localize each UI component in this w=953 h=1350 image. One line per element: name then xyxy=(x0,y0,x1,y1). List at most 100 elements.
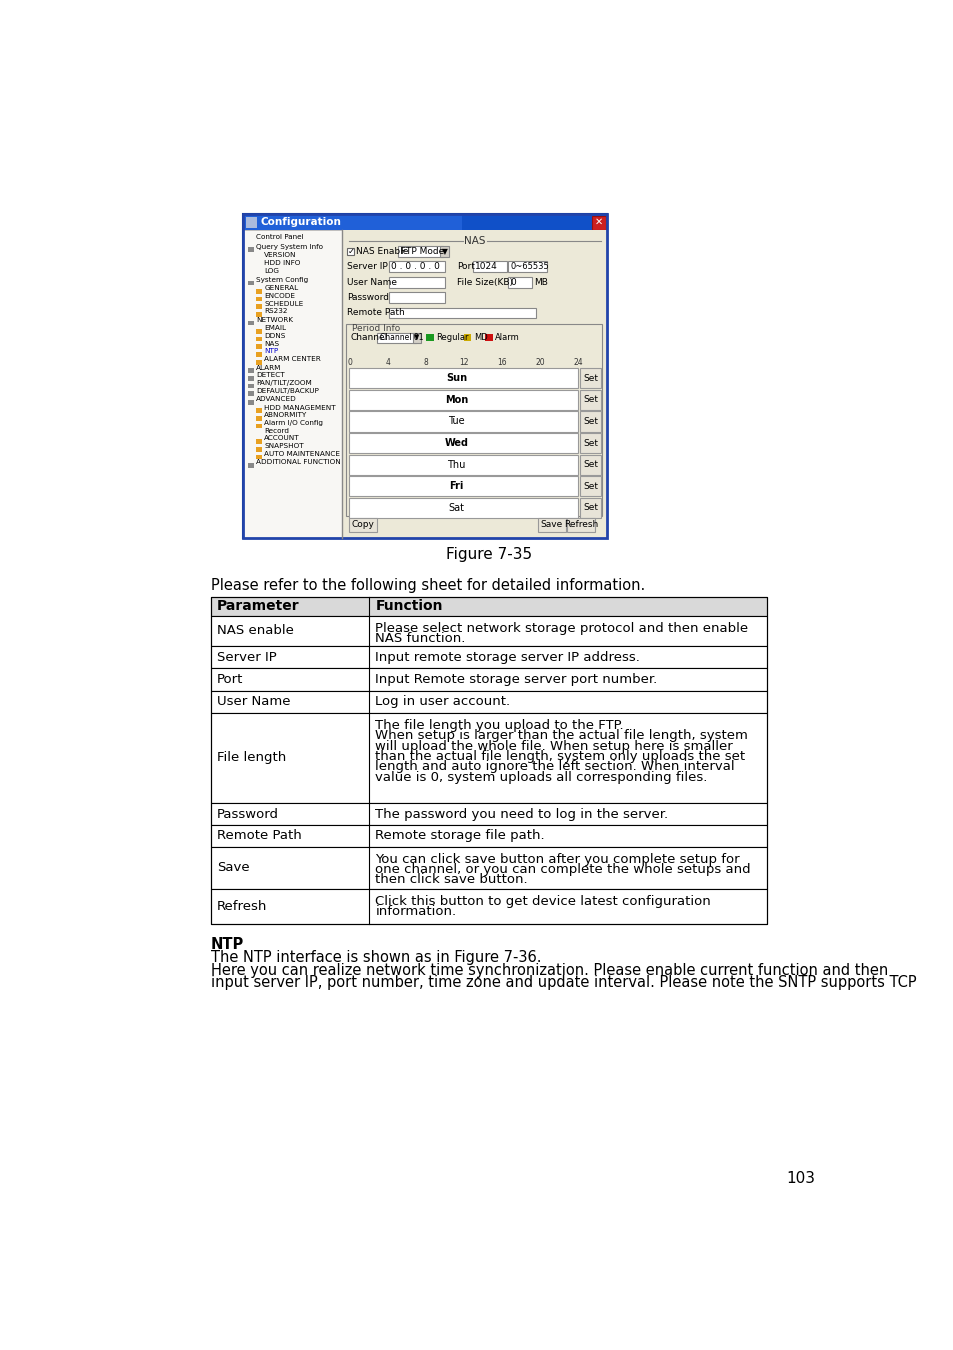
Text: 24: 24 xyxy=(573,358,582,367)
Text: When setup is larger than the actual file length, system: When setup is larger than the actual fil… xyxy=(375,729,747,742)
Text: ACCOUNT: ACCOUNT xyxy=(264,436,299,441)
Text: LOG: LOG xyxy=(264,267,279,274)
Text: information.: information. xyxy=(375,906,456,918)
Bar xyxy=(211,647,766,668)
Text: Set: Set xyxy=(582,482,598,490)
Bar xyxy=(348,477,578,497)
Text: Set: Set xyxy=(582,504,598,512)
Text: DETECT: DETECT xyxy=(256,373,285,378)
Text: User Name: User Name xyxy=(347,278,396,286)
Text: Sun: Sun xyxy=(445,374,466,383)
Bar xyxy=(592,216,605,230)
Text: HDD MANAGEMENT: HDD MANAGEMENT xyxy=(264,405,335,410)
Bar xyxy=(426,333,434,342)
Text: 12: 12 xyxy=(459,358,468,367)
Text: NAS function.: NAS function. xyxy=(375,632,465,645)
Text: will upload the whole file. When setup here is smaller: will upload the whole file. When setup h… xyxy=(375,740,733,752)
Bar xyxy=(211,691,766,713)
Bar xyxy=(255,416,261,421)
Text: NTP: NTP xyxy=(211,937,244,952)
Text: ✓: ✓ xyxy=(348,247,355,256)
Bar xyxy=(508,277,531,288)
Text: NAS: NAS xyxy=(264,340,279,347)
Bar xyxy=(255,297,261,301)
Text: Port: Port xyxy=(456,262,475,271)
Bar xyxy=(243,215,461,230)
Text: Please select network storage protocol and then enable: Please select network storage protocol a… xyxy=(375,622,748,634)
Bar xyxy=(389,277,444,288)
Bar xyxy=(211,803,766,825)
Text: Query System Info: Query System Info xyxy=(256,244,323,250)
Text: Refresh: Refresh xyxy=(216,900,267,913)
Text: 20: 20 xyxy=(535,358,544,367)
Text: Password: Password xyxy=(347,293,389,302)
Text: 0: 0 xyxy=(348,358,353,367)
Bar xyxy=(211,597,766,616)
Text: ENCODE: ENCODE xyxy=(264,293,294,298)
Text: Channel: Channel xyxy=(350,333,387,342)
Bar xyxy=(348,518,376,532)
Text: GENERAL: GENERAL xyxy=(264,285,298,292)
Bar xyxy=(508,262,546,273)
Text: Regular: Regular xyxy=(436,333,468,342)
Bar xyxy=(255,305,261,309)
Text: Channel 01: Channel 01 xyxy=(379,333,423,342)
Bar xyxy=(243,215,607,537)
Text: Parameter: Parameter xyxy=(216,599,299,613)
Bar xyxy=(389,292,444,302)
Text: Thu: Thu xyxy=(447,459,465,470)
Text: SNAPSHOT: SNAPSHOT xyxy=(264,443,303,450)
Text: System Config: System Config xyxy=(256,277,309,282)
Text: The file length you upload to the FTP.: The file length you upload to the FTP. xyxy=(375,718,623,732)
Text: MB: MB xyxy=(534,278,547,286)
Text: 8: 8 xyxy=(423,358,428,367)
Text: DEFAULT/BACKUP: DEFAULT/BACKUP xyxy=(256,387,319,394)
Bar xyxy=(248,281,253,285)
Text: Save: Save xyxy=(540,520,562,529)
Bar xyxy=(211,597,766,925)
Text: Period Info: Period Info xyxy=(352,324,399,333)
Bar xyxy=(348,369,578,389)
Text: VERSION: VERSION xyxy=(264,252,296,258)
Text: than the actual file length, system only uploads the set: than the actual file length, system only… xyxy=(375,749,745,763)
Bar xyxy=(255,439,261,444)
Text: Server IP: Server IP xyxy=(347,262,388,271)
Bar xyxy=(255,447,261,451)
Bar xyxy=(342,230,607,537)
Text: NETWORK: NETWORK xyxy=(256,317,294,323)
Bar xyxy=(211,846,766,888)
Bar xyxy=(243,215,607,537)
Bar xyxy=(248,247,253,252)
Bar xyxy=(484,333,492,342)
Bar xyxy=(255,312,261,317)
Text: Password: Password xyxy=(216,807,278,821)
Text: ▼: ▼ xyxy=(414,335,419,340)
Text: Input Remote storage server port number.: Input Remote storage server port number. xyxy=(375,672,657,686)
Text: Sat: Sat xyxy=(448,502,464,513)
Bar xyxy=(579,477,600,497)
Text: FTP Mode: FTP Mode xyxy=(400,247,443,255)
Bar xyxy=(255,344,261,350)
Bar xyxy=(255,424,261,428)
Bar xyxy=(248,369,253,373)
Text: Set: Set xyxy=(582,439,598,448)
Bar xyxy=(243,230,607,537)
Bar xyxy=(579,498,600,518)
Text: Set: Set xyxy=(582,417,598,427)
Bar xyxy=(348,412,578,432)
Bar xyxy=(255,360,261,365)
Text: File Size(KB): File Size(KB) xyxy=(456,278,513,286)
Bar xyxy=(246,217,257,228)
Text: HDD INFO: HDD INFO xyxy=(264,259,300,266)
Text: Configuration: Configuration xyxy=(260,217,341,227)
Text: Figure 7-35: Figure 7-35 xyxy=(445,547,532,562)
Text: ADDITIONAL FUNCTION: ADDITIONAL FUNCTION xyxy=(256,459,341,466)
Text: ▼: ▼ xyxy=(441,247,447,255)
Text: Record: Record xyxy=(264,428,289,433)
Bar xyxy=(348,455,578,475)
Bar xyxy=(255,455,261,459)
Text: Click this button to get device latest configuration: Click this button to get device latest c… xyxy=(375,895,711,909)
Text: NAS enable: NAS enable xyxy=(216,625,294,637)
Bar xyxy=(579,433,600,454)
Text: RS232: RS232 xyxy=(264,308,288,315)
